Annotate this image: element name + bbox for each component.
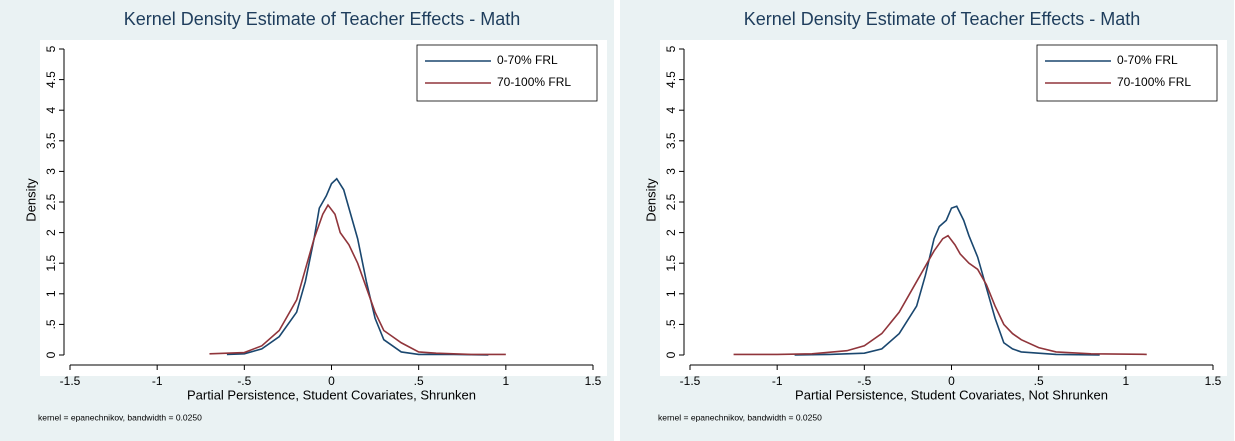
x-tick-label: 0 xyxy=(948,374,955,388)
chart-panel: Kernel Density Estimate of Teacher Effec… xyxy=(0,0,614,441)
y-tick-label: 4.5 xyxy=(44,71,58,88)
y-tick-label: 3.5 xyxy=(44,132,58,149)
y-tick-label: 4 xyxy=(664,107,678,114)
y-axis-title: Density xyxy=(23,178,38,222)
density-line xyxy=(733,234,1147,356)
x-tick-label: -.5 xyxy=(857,374,871,388)
y-tick-label: 3 xyxy=(664,168,678,175)
x-axis-title: Partial Persistence, Student Covariates,… xyxy=(187,387,476,402)
y-tick-label: .5 xyxy=(664,319,678,329)
x-tick-label: 0 xyxy=(328,374,335,388)
y-tick-label: 4 xyxy=(44,107,58,114)
x-tick-label: -1 xyxy=(772,374,783,388)
legend-label: 70-100% FRL xyxy=(497,75,571,89)
x-tick-label: -.5 xyxy=(237,374,251,388)
y-tick-label: 2 xyxy=(664,229,678,236)
y-tick-label: 3.5 xyxy=(664,132,678,149)
y-tick-label: 1 xyxy=(44,290,58,297)
legend-box xyxy=(1036,44,1218,102)
x-tick-label: .5 xyxy=(414,374,424,388)
y-tick-label: 1.5 xyxy=(664,255,678,272)
x-tick-label: 1.5 xyxy=(1205,374,1222,388)
note: kernel = epanechnikov, bandwidth = 0.025… xyxy=(658,412,822,422)
x-tick-label: -1 xyxy=(152,374,163,388)
legend-box xyxy=(416,44,598,102)
chart-title: Kernel Density Estimate of Teacher Effec… xyxy=(124,9,521,29)
x-tick-label: -1.5 xyxy=(680,374,701,388)
y-tick-label: 2.5 xyxy=(44,193,58,210)
x-axis-title: Partial Persistence, Student Covariates,… xyxy=(795,387,1108,402)
legend-label: 0-70% FRL xyxy=(497,53,558,67)
y-tick-label: 3 xyxy=(44,168,58,175)
y-tick-label: 5 xyxy=(664,45,678,52)
density-line xyxy=(226,177,489,356)
chart-panel: Kernel Density Estimate of Teacher Effec… xyxy=(620,0,1234,441)
y-tick-label: 4.5 xyxy=(664,71,678,88)
x-tick-label: .5 xyxy=(1034,374,1044,388)
x-tick-label: 1 xyxy=(1122,374,1129,388)
x-tick-label: 1.5 xyxy=(585,374,602,388)
y-tick-label: 5 xyxy=(44,45,58,52)
chart-title: Kernel Density Estimate of Teacher Effec… xyxy=(744,9,1141,29)
legend-label: 0-70% FRL xyxy=(1117,53,1178,67)
density-line xyxy=(209,203,506,356)
y-tick-label: 2.5 xyxy=(664,193,678,210)
x-tick-label: 1 xyxy=(502,374,509,388)
y-tick-label: 0 xyxy=(44,351,58,358)
y-tick-label: 2 xyxy=(44,229,58,236)
legend-label: 70-100% FRL xyxy=(1117,75,1191,89)
y-tick-label: 1 xyxy=(664,290,678,297)
y-tick-label: .5 xyxy=(44,319,58,329)
y-tick-label: 0 xyxy=(664,351,678,358)
y-tick-label: 1.5 xyxy=(44,255,58,272)
x-tick-label: -1.5 xyxy=(60,374,81,388)
note: kernel = epanechnikov, bandwidth = 0.025… xyxy=(38,412,202,422)
y-axis-title: Density xyxy=(643,178,658,222)
density-line xyxy=(794,205,1100,356)
